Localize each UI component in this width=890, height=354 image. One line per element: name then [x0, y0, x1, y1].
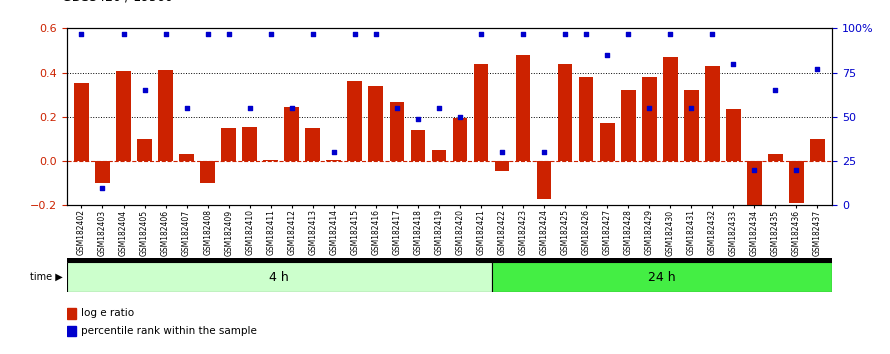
Bar	[578, 77, 594, 161]
Bar	[327, 160, 341, 161]
Point	[305, 31, 320, 36]
Bar	[200, 161, 215, 183]
Point	[348, 31, 362, 36]
Point	[768, 87, 782, 93]
Point	[516, 31, 530, 36]
Bar	[726, 109, 740, 161]
Point	[222, 31, 236, 36]
Point	[327, 149, 341, 155]
Text: log e ratio: log e ratio	[82, 308, 134, 318]
Bar	[368, 86, 384, 161]
Bar	[453, 118, 467, 161]
Bar	[410, 130, 425, 161]
Point	[642, 105, 656, 111]
Point	[621, 31, 635, 36]
Bar	[768, 154, 782, 161]
Bar	[705, 66, 720, 161]
Bar	[179, 154, 194, 161]
Bar	[747, 161, 762, 210]
Text: 24 h: 24 h	[648, 270, 676, 284]
Bar	[305, 128, 320, 161]
Bar	[663, 57, 677, 161]
Point	[137, 87, 151, 93]
Bar	[263, 160, 278, 161]
Bar	[285, 107, 299, 161]
Bar	[347, 81, 362, 161]
Bar	[492, 262, 832, 292]
Bar	[158, 70, 173, 161]
Point	[558, 31, 572, 36]
Bar	[789, 161, 804, 203]
Bar	[432, 150, 446, 161]
Bar	[67, 308, 77, 319]
Point	[600, 52, 614, 58]
Bar	[74, 82, 89, 161]
Bar	[558, 64, 572, 161]
Point	[537, 149, 551, 155]
Point	[243, 105, 257, 111]
Point	[495, 149, 509, 155]
Point	[789, 167, 804, 173]
Point	[390, 105, 404, 111]
Point	[432, 105, 446, 111]
Bar	[222, 128, 236, 161]
Point	[663, 31, 677, 36]
Bar	[137, 139, 152, 161]
Point	[75, 31, 89, 36]
Point	[473, 31, 488, 36]
Bar	[495, 161, 509, 171]
Point	[285, 105, 299, 111]
Point	[453, 114, 467, 120]
Point	[579, 31, 594, 36]
Bar	[390, 102, 404, 161]
Bar	[621, 90, 635, 161]
Bar	[642, 77, 657, 161]
Bar	[537, 161, 552, 199]
Bar	[473, 64, 489, 161]
Point	[158, 31, 173, 36]
Bar	[117, 72, 131, 161]
Text: 4 h: 4 h	[270, 270, 289, 284]
Text: percentile rank within the sample: percentile rank within the sample	[82, 326, 257, 336]
Bar	[67, 326, 77, 336]
Point	[117, 31, 131, 36]
Point	[368, 31, 383, 36]
Point	[748, 167, 762, 173]
Point	[180, 105, 194, 111]
Point	[263, 31, 278, 36]
Point	[95, 185, 109, 190]
Bar	[600, 124, 614, 161]
Bar	[515, 55, 530, 161]
Bar	[810, 139, 825, 161]
Text: time ▶: time ▶	[29, 272, 62, 282]
Bar	[242, 127, 257, 161]
Bar	[95, 161, 109, 183]
Point	[684, 105, 699, 111]
Bar	[67, 262, 492, 292]
Point	[200, 31, 214, 36]
Text: GDS3420 / 19560: GDS3420 / 19560	[62, 0, 174, 3]
Point	[726, 61, 740, 67]
Point	[810, 66, 824, 72]
Point	[705, 31, 719, 36]
Bar	[684, 90, 699, 161]
Point	[411, 116, 425, 121]
